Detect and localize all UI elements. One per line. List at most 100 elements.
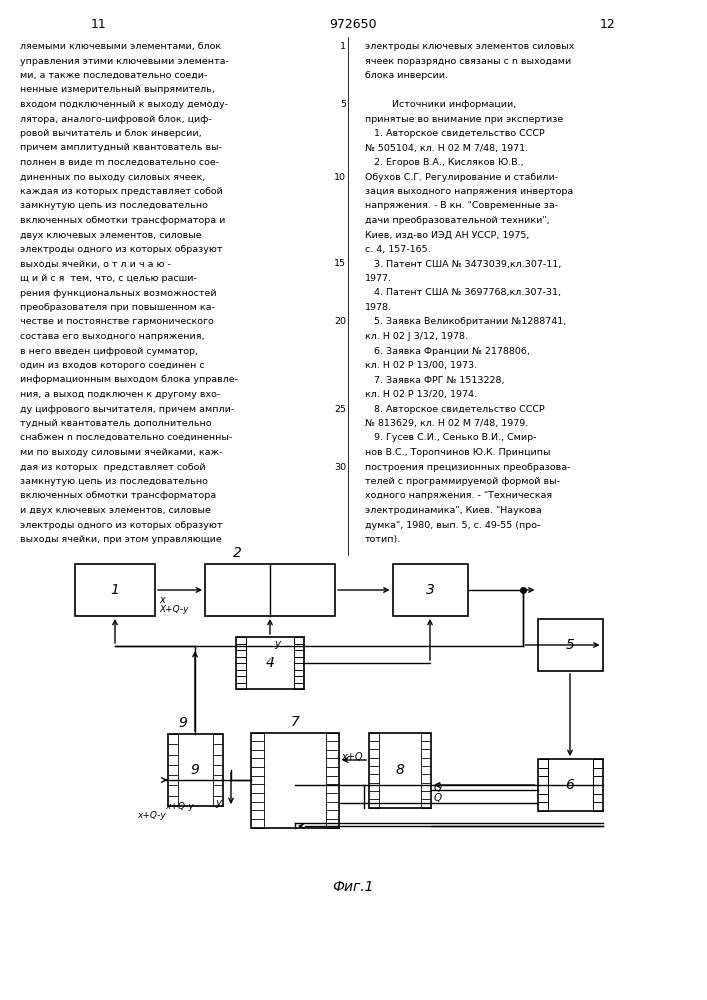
Text: ми по выходу силовыми ячейками, каж-: ми по выходу силовыми ячейками, каж- [20,448,223,457]
Text: щ и й с я  тем, что, с целью расши-: щ и й с я тем, что, с целью расши- [20,274,197,283]
Text: электродинамика", Киев. "Наукова: электродинамика", Киев. "Наукова [365,506,542,515]
Text: преобразователя при повышенном ка-: преобразователя при повышенном ка- [20,303,215,312]
Text: честве и постоянстве гармонического: честве и постоянстве гармонического [20,318,214,326]
Text: выходы ячейки, о т л и ч а ю -: выходы ячейки, о т л и ч а ю - [20,259,171,268]
Text: x+Q: x+Q [341,752,363,762]
Text: в него введен цифровой сумматор,: в него введен цифровой сумматор, [20,347,198,356]
Bar [236,637,304,689]
Text: замкнутую цепь из последовательно: замкнутую цепь из последовательно [20,477,208,486]
Text: № 505104, кл. Н 02 М 7/48, 1971.: № 505104, кл. Н 02 М 7/48, 1971. [365,143,528,152]
Text: 1. Авторское свидетельство СССР: 1. Авторское свидетельство СССР [365,129,545,138]
Text: каждая из которых представляет собой: каждая из которых представляет собой [20,187,223,196]
Text: включенных обмотки трансформатора и: включенных обмотки трансформатора и [20,216,226,225]
Text: телей с программируемой формой вы-: телей с программируемой формой вы- [365,477,560,486]
Text: 5: 5 [340,100,346,109]
Text: дая из которых  представляет собой: дая из которых представляет собой [20,462,206,472]
Text: 9. Гусев С.И., Сенько В.И., Смир-: 9. Гусев С.И., Сенько В.И., Смир- [365,434,537,442]
Text: снабжен n последовательно соединенны-: снабжен n последовательно соединенны- [20,434,233,442]
Text: 4: 4 [266,656,274,670]
Text: электроды ключевых элементов силовых: электроды ключевых элементов силовых [365,42,574,51]
Text: 1978.: 1978. [365,303,392,312]
Text: 3: 3 [426,583,434,597]
Bar [205,564,335,616]
Text: 15: 15 [334,259,346,268]
Text: кл. Н 02 J 3/12, 1978.: кл. Н 02 J 3/12, 1978. [365,332,468,341]
Text: выходы ячейки, при этом управляющие: выходы ячейки, при этом управляющие [20,535,222,544]
Text: лятора, аналого-цифровой блок, циф-: лятора, аналого-цифровой блок, циф- [20,114,212,123]
Text: 1977.: 1977. [365,274,392,283]
Text: 4. Патент США № 3697768,кл.307-31,: 4. Патент США № 3697768,кл.307-31, [365,288,561,298]
Text: 9: 9 [179,716,187,730]
Text: кл. Н 02 Р 13/00, 1973.: кл. Н 02 Р 13/00, 1973. [365,361,477,370]
Text: Источники информации,: Источники информации, [365,100,516,109]
Text: управления этими ключевыми элемента-: управления этими ключевыми элемента- [20,56,229,66]
Text: 25: 25 [334,404,346,414]
Text: тотип).: тотип). [365,535,402,544]
Text: Киев, изд-во ИЭД АН УССР, 1975,: Киев, изд-во ИЭД АН УССР, 1975, [365,231,530,239]
Text: построения прецизионных преобразова-: построения прецизионных преобразова- [365,462,571,472]
Text: замкнутую цепь из последовательно: замкнутую цепь из последовательно [20,202,208,211]
Text: дачи преобразовательной техники",: дачи преобразовательной техники", [365,216,549,225]
Bar [537,759,602,811]
Text: 3. Патент США № 3473039,кл.307-11,: 3. Патент США № 3473039,кл.307-11, [365,259,561,268]
Text: двух ключевых элементов, силовые: двух ключевых элементов, силовые [20,231,201,239]
Text: информационным выходом блока управле-: информационным выходом блока управле- [20,375,238,384]
Text: Обухов С.Г. Регулирование и стабили-: Обухов С.Г. Регулирование и стабили- [365,172,558,182]
Text: диненных по выходу силовых ячеек,: диненных по выходу силовых ячеек, [20,172,205,182]
Text: напряжения. - В кн. "Современные за-: напряжения. - В кн. "Современные за- [365,202,558,211]
Text: 6. Заявка Франции № 2178806,: 6. Заявка Франции № 2178806, [365,347,530,356]
Text: X+Q-y: X+Q-y [159,605,189,614]
Text: 10: 10 [334,172,346,182]
Bar [75,564,155,616]
Text: 1: 1 [110,583,119,597]
Text: 2. Егоров В.А., Кисляков Ю.В.,: 2. Егоров В.А., Кисляков Ю.В., [365,158,524,167]
Text: 30: 30 [334,462,346,472]
Text: y: y [274,639,280,649]
Text: 5: 5 [566,638,574,652]
Text: 7. Заявка ФРГ № 1513228,: 7. Заявка ФРГ № 1513228, [365,375,505,384]
Text: x: x [159,595,165,605]
Text: 6: 6 [566,778,574,792]
Text: электроды одного из которых образуют: электроды одного из которых образуют [20,245,223,254]
Text: 11: 11 [91,18,107,31]
Bar [168,734,223,806]
Bar [369,732,431,808]
Bar [537,619,602,671]
Text: входом подключенный к выходу демоду-: входом подключенный к выходу демоду- [20,100,228,109]
Text: Фиг.1: Фиг.1 [332,880,374,894]
Text: Q: Q [434,793,442,803]
Text: думка", 1980, вып. 5, с. 49-55 (про-: думка", 1980, вып. 5, с. 49-55 (про- [365,520,540,530]
Text: y: y [215,798,221,808]
Text: 1: 1 [340,42,346,51]
Text: 8: 8 [395,763,404,777]
Text: электроды одного из которых образуют: электроды одного из которых образуют [20,520,223,530]
Text: ми, а также последовательно соеди-: ми, а также последовательно соеди- [20,71,207,80]
Text: принятые во внимание при экспертизе: принятые во внимание при экспертизе [365,114,563,123]
Text: ровой вычитатель и блок инверсии,: ровой вычитатель и блок инверсии, [20,129,201,138]
Text: 972650: 972650 [329,18,378,31]
Text: с. 4, 157-165.: с. 4, 157-165. [365,245,431,254]
Text: ляемыми ключевыми элементами, блок: ляемыми ключевыми элементами, блок [20,42,221,51]
Text: 8. Авторское свидетельство СССР: 8. Авторское свидетельство СССР [365,404,545,414]
Text: ния, а выход подключен к другому вхо-: ния, а выход подключен к другому вхо- [20,390,221,399]
Text: ду цифрового вычитателя, причем ампли-: ду цифрового вычитателя, причем ампли- [20,404,234,414]
Text: ненные измерительный выпрямитель,: ненные измерительный выпрямитель, [20,86,215,95]
Text: блока инверсии.: блока инверсии. [365,71,448,80]
Text: и двух ключевых элементов, силовые: и двух ключевых элементов, силовые [20,506,211,515]
Text: причем амплитудный квантователь вы-: причем амплитудный квантователь вы- [20,143,222,152]
Text: кл. Н 02 Р 13/20, 1974.: кл. Н 02 Р 13/20, 1974. [365,390,477,399]
Text: состава его выходного напряжения,: состава его выходного напряжения, [20,332,204,341]
Text: 2: 2 [233,546,242,560]
Text: зация выходного напряжения инвертора: зация выходного напряжения инвертора [365,187,573,196]
Text: ячеек поразрядно связаны с n выходами: ячеек поразрядно связаны с n выходами [365,56,571,66]
Text: полнен в виде m последовательно сое-: полнен в виде m последовательно сое- [20,158,219,167]
Text: рения функциональных возможностей: рения функциональных возможностей [20,288,216,298]
Text: 7: 7 [291,714,300,728]
Text: 12: 12 [600,18,616,31]
Bar [392,564,467,616]
Text: № 813629, кл. Н 02 М 7/48, 1979.: № 813629, кл. Н 02 М 7/48, 1979. [365,419,528,428]
Text: Q: Q [434,783,442,793]
Text: ходного напряжения. - "Техническая: ходного напряжения. - "Техническая [365,491,552,500]
Text: x+Q-y: x+Q-y [165,802,194,811]
Bar [251,732,339,828]
